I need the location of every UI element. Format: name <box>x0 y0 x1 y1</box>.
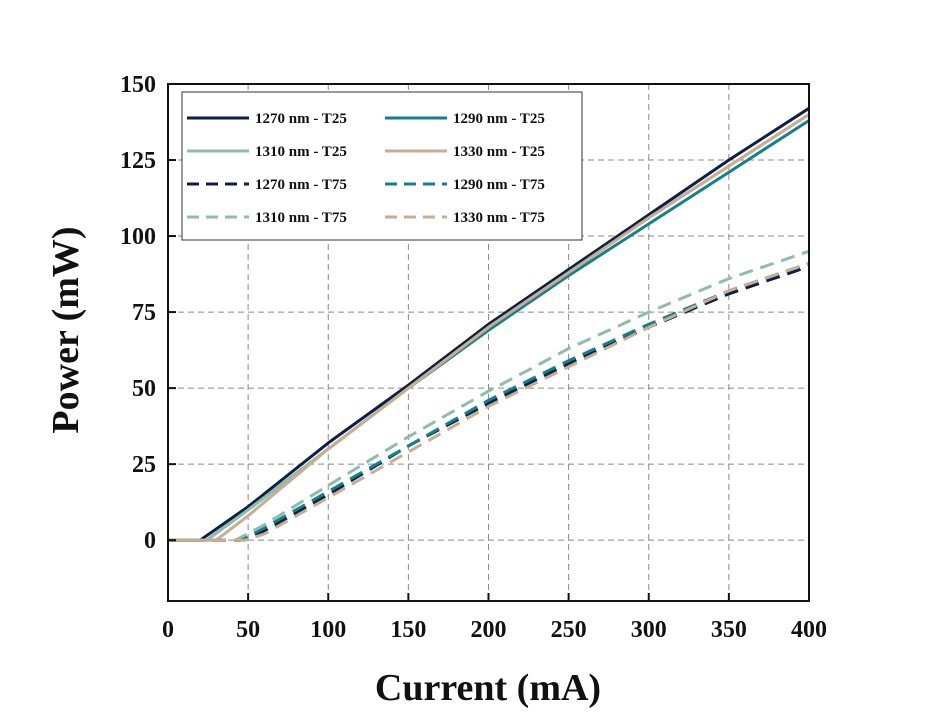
y-axis-title: Power (mW) <box>45 226 87 433</box>
legend: 1270 nm - T25 1290 nm - T25 1310 nm - T25 1… <box>181 91 583 241</box>
x-tick-label: 150 <box>390 617 426 643</box>
y-tick-label: 75 <box>132 300 156 326</box>
y-tick-label: 25 <box>132 452 156 478</box>
legend-label: 1310 nm - T75 <box>255 210 347 226</box>
axis-ticks: 0 50 100 150 200 250 300 350 400 0 25 50 75 100 125 150 <box>120 72 827 643</box>
y-tick-label: 50 <box>132 376 156 402</box>
x-tick-label: 400 <box>791 617 827 643</box>
x-tick-label: 200 <box>471 617 507 643</box>
x-tick-label: 0 <box>162 617 174 643</box>
y-tick-label: 0 <box>144 528 156 554</box>
legend-label: 1330 nm - T25 <box>453 144 545 160</box>
legend-label: 1310 nm - T25 <box>255 144 347 160</box>
y-tick-label: 125 <box>120 148 156 174</box>
legend-label: 1290 nm - T25 <box>453 111 545 127</box>
x-axis-title: Current (mA) <box>375 667 601 709</box>
legend-label: 1330 nm - T75 <box>453 210 545 226</box>
legend-label: 1270 nm - T25 <box>255 111 347 127</box>
series-layer <box>168 107 809 542</box>
y-tick-label: 150 <box>120 72 156 98</box>
x-tick-label: 50 <box>236 617 260 643</box>
series-line-1310-nm-t75 <box>168 249 809 542</box>
series-line-1330-nm-t75 <box>168 261 809 542</box>
series-line-1270-nm-t25 <box>168 107 809 542</box>
legend-label: 1290 nm - T75 <box>453 177 545 193</box>
x-tick-label: 250 <box>551 617 587 643</box>
series-line-1330-nm-t25 <box>168 113 809 542</box>
y-tick-label: 100 <box>120 224 156 250</box>
x-tick-label: 100 <box>310 617 346 643</box>
legend-label: 1270 nm - T75 <box>255 177 347 193</box>
x-tick-label: 350 <box>711 617 747 643</box>
x-tick-label: 300 <box>631 617 667 643</box>
